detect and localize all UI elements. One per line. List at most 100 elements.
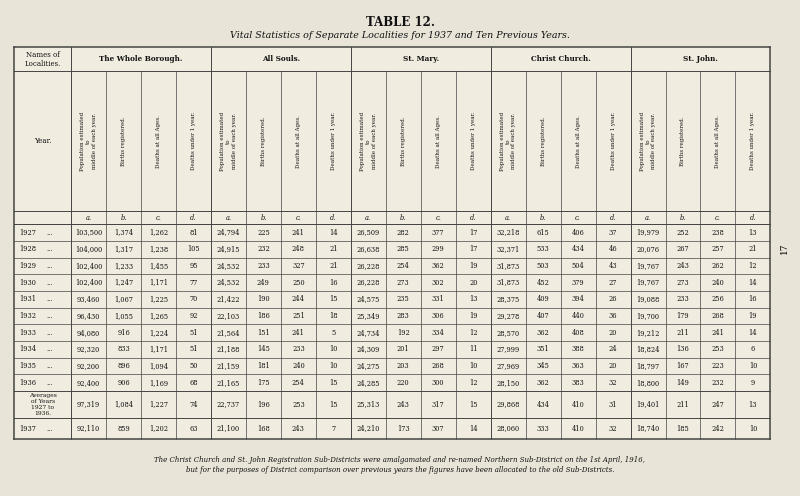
Text: c.: c. [295,214,302,222]
Text: 916: 916 [117,329,130,337]
Text: 15: 15 [329,295,338,304]
Text: d.: d. [330,214,337,222]
Text: 1936: 1936 [19,378,36,387]
Text: 251: 251 [292,312,305,320]
Text: Deaths at all Ages.: Deaths at all Ages. [296,115,301,168]
Text: 333: 333 [537,425,550,433]
Text: 22,103: 22,103 [217,312,240,320]
Text: 92,200: 92,200 [77,362,100,370]
Text: 250: 250 [292,279,305,287]
Text: 1,067: 1,067 [114,295,133,304]
Text: 362: 362 [537,329,550,337]
Text: 268: 268 [711,312,724,320]
Text: ...: ... [46,295,53,304]
Text: The Christ Church and St. John Registration Sub-Districts were amalgamated and r: The Christ Church and St. John Registrat… [154,456,646,464]
Text: 1931: 1931 [19,295,36,304]
Text: 19: 19 [749,312,757,320]
Text: 243: 243 [677,262,690,270]
Text: 29,868: 29,868 [497,401,520,409]
Text: Christ Church.: Christ Church. [530,55,590,63]
Text: 11: 11 [469,345,478,353]
Text: b.: b. [680,214,686,222]
Text: 244: 244 [292,295,305,304]
Text: 9: 9 [750,378,755,387]
Text: 201: 201 [397,345,410,353]
Text: 185: 185 [677,425,690,433]
Text: 232: 232 [711,378,724,387]
Text: 241: 241 [292,329,305,337]
Text: 19,212: 19,212 [636,329,660,337]
Text: 833: 833 [117,345,130,353]
Text: 51: 51 [190,329,198,337]
Text: 1,262: 1,262 [149,229,168,237]
Text: 345: 345 [537,362,550,370]
Text: 21,165: 21,165 [217,378,240,387]
Text: 14: 14 [749,329,758,337]
Text: 503: 503 [537,262,550,270]
Text: 28,060: 28,060 [497,425,520,433]
Text: 241: 241 [711,329,724,337]
Text: 149: 149 [677,378,690,387]
Text: 1,238: 1,238 [149,246,168,253]
Text: 233: 233 [257,262,270,270]
Text: 102,400: 102,400 [75,262,102,270]
Text: 307: 307 [432,425,445,433]
Text: 27,969: 27,969 [497,362,520,370]
Text: 17: 17 [779,242,789,254]
Text: ...: ... [46,345,53,353]
Text: 1933: 1933 [19,329,36,337]
Text: ...: ... [46,229,53,237]
Text: 145: 145 [257,345,270,353]
Text: c.: c. [155,214,162,222]
Text: 253: 253 [711,345,724,353]
Text: 1,247: 1,247 [114,279,133,287]
Text: 24,915: 24,915 [217,246,240,253]
Text: 5: 5 [331,329,335,337]
Text: Year.: Year. [34,137,51,145]
Text: 211: 211 [677,329,690,337]
Text: 151: 151 [257,329,270,337]
Text: 362: 362 [537,378,550,387]
Text: Births registered.: Births registered. [541,117,546,166]
Text: 1928: 1928 [19,246,36,253]
Text: 233: 233 [677,295,690,304]
Text: 273: 273 [677,279,690,287]
Text: 1,317: 1,317 [114,246,133,253]
Text: 36: 36 [609,312,618,320]
Text: b.: b. [120,214,126,222]
Text: 434: 434 [537,401,550,409]
Text: 1932: 1932 [19,312,36,320]
Text: 241: 241 [292,229,305,237]
Text: 179: 179 [677,312,690,320]
Text: 247: 247 [711,401,724,409]
Text: 77: 77 [190,279,198,287]
Text: 410: 410 [572,425,585,433]
Text: 21,100: 21,100 [217,425,240,433]
Text: a.: a. [86,214,92,222]
Text: 190: 190 [257,295,270,304]
Text: 10: 10 [749,425,757,433]
Text: 7: 7 [331,425,335,433]
Text: 273: 273 [397,279,410,287]
Text: Deaths at all Ages.: Deaths at all Ages. [715,115,721,168]
Text: 1,202: 1,202 [149,425,168,433]
Text: 15: 15 [329,401,338,409]
Text: 906: 906 [118,378,130,387]
Text: 240: 240 [711,279,724,287]
Text: ...: ... [46,279,53,287]
Text: ...: ... [46,262,53,270]
Text: ...: ... [46,312,53,320]
Text: 10: 10 [469,362,478,370]
Text: 440: 440 [572,312,585,320]
Text: a.: a. [645,214,651,222]
Text: 238: 238 [711,229,724,237]
Text: 394: 394 [572,295,585,304]
Text: 175: 175 [257,378,270,387]
Text: 362: 362 [432,262,445,270]
Text: 254: 254 [397,262,410,270]
Text: b.: b. [400,214,406,222]
Text: Deaths at all Ages.: Deaths at all Ages. [156,115,161,168]
Text: Deaths at all Ages.: Deaths at all Ages. [436,115,441,168]
Text: 24,734: 24,734 [357,329,380,337]
Text: 615: 615 [537,229,550,237]
